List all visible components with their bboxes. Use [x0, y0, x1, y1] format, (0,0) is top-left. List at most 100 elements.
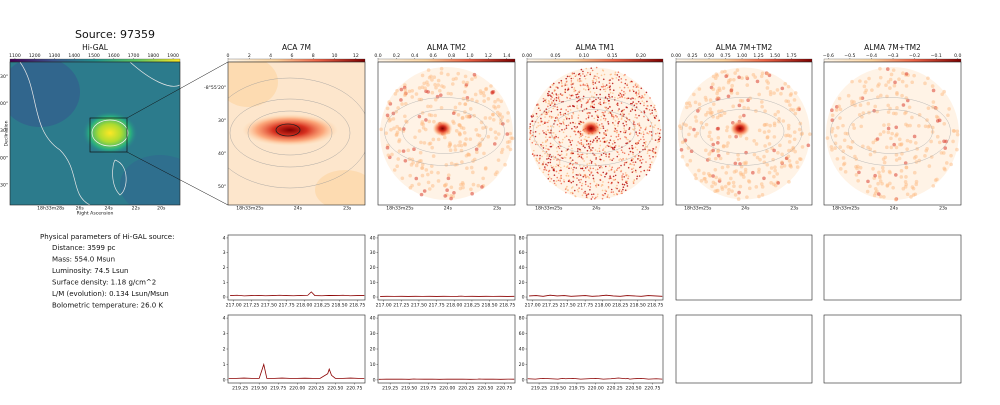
- noise: [601, 166, 603, 169]
- noise: [632, 167, 635, 170]
- noise: [636, 123, 639, 125]
- noise: [547, 94, 549, 97]
- noise: [604, 111, 607, 113]
- noise: [458, 132, 462, 137]
- noise: [692, 92, 696, 97]
- noise: [584, 173, 587, 176]
- noise: [470, 77, 474, 82]
- noise: [627, 153, 630, 156]
- noise: [431, 137, 436, 142]
- noise: [547, 157, 550, 160]
- noise: [589, 105, 592, 108]
- noise: [614, 130, 616, 133]
- noise: [591, 101, 593, 103]
- noise: [558, 163, 561, 165]
- noise: [786, 133, 790, 138]
- noise: [636, 143, 638, 145]
- x-tick-label: 23s: [790, 206, 799, 212]
- noise: [929, 155, 934, 159]
- noise: [538, 159, 541, 161]
- noise: [403, 102, 408, 106]
- noise: [708, 107, 713, 111]
- noise: [914, 141, 918, 145]
- noise: [758, 157, 762, 162]
- noise: [873, 173, 877, 178]
- noise: [866, 145, 870, 150]
- noise: [609, 89, 611, 92]
- noise: [565, 109, 567, 111]
- noise: [580, 100, 582, 103]
- noise: [481, 176, 485, 181]
- noise: [797, 127, 802, 132]
- noise: [603, 136, 606, 139]
- x-tick-label: 220.25: [458, 386, 474, 392]
- noise: [642, 131, 645, 133]
- noise: [480, 185, 484, 189]
- noise: [574, 195, 576, 197]
- map-region: [315, 170, 365, 205]
- noise: [636, 117, 638, 119]
- x-tick-label: 219.50: [550, 386, 566, 392]
- colorbar-tick-label: 1400: [68, 53, 80, 59]
- noise: [777, 119, 781, 124]
- figure-title: Source: 97359: [75, 28, 155, 41]
- noise: [865, 189, 870, 194]
- noise: [468, 107, 473, 111]
- noise: [611, 159, 613, 161]
- noise: [612, 118, 615, 120]
- contour: [112, 159, 127, 196]
- noise: [603, 132, 605, 135]
- noise: [548, 176, 551, 178]
- noise: [886, 126, 891, 131]
- noise: [555, 165, 557, 168]
- noise: [903, 161, 908, 165]
- noise: [599, 140, 602, 142]
- noise: [591, 69, 594, 72]
- noise: [413, 135, 417, 140]
- noise: [615, 135, 618, 138]
- noise: [532, 115, 535, 117]
- spectrum: [527, 377, 663, 380]
- noise: [588, 177, 590, 179]
- noise: [709, 137, 714, 142]
- noise: [883, 155, 888, 160]
- noise: [935, 115, 940, 120]
- noise: [704, 148, 708, 153]
- noise: [574, 133, 577, 136]
- noise: [930, 125, 935, 130]
- noise: [788, 163, 793, 168]
- noise: [621, 183, 624, 186]
- noise: [549, 180, 551, 183]
- noise: [621, 175, 623, 177]
- noise: [601, 111, 604, 114]
- noise: [634, 84, 637, 86]
- noise: [639, 159, 641, 162]
- noise: [631, 168, 633, 171]
- empty-panel: [823, 234, 962, 301]
- noise: [567, 105, 569, 108]
- noise: [580, 143, 583, 146]
- noise: [546, 139, 549, 141]
- noise: [385, 145, 390, 150]
- noise: [596, 75, 598, 78]
- map-frame: [526, 61, 664, 206]
- noise: [608, 165, 611, 167]
- noise: [559, 113, 562, 116]
- noise: [727, 181, 731, 185]
- noise: [590, 193, 593, 196]
- noise: [434, 85, 438, 90]
- noise: [584, 77, 587, 80]
- noise: [733, 161, 738, 166]
- map-image: [527, 62, 663, 205]
- noise: [484, 86, 489, 91]
- noise: [688, 126, 693, 130]
- colorbar-tick-label: 0.0: [374, 53, 381, 59]
- noise: [584, 84, 586, 86]
- zoom-line: [126, 61, 229, 119]
- noise: [634, 98, 637, 100]
- noise: [628, 163, 631, 166]
- noise: [571, 139, 574, 142]
- noise: [625, 161, 628, 164]
- noise: [564, 112, 567, 115]
- noise: [580, 104, 583, 106]
